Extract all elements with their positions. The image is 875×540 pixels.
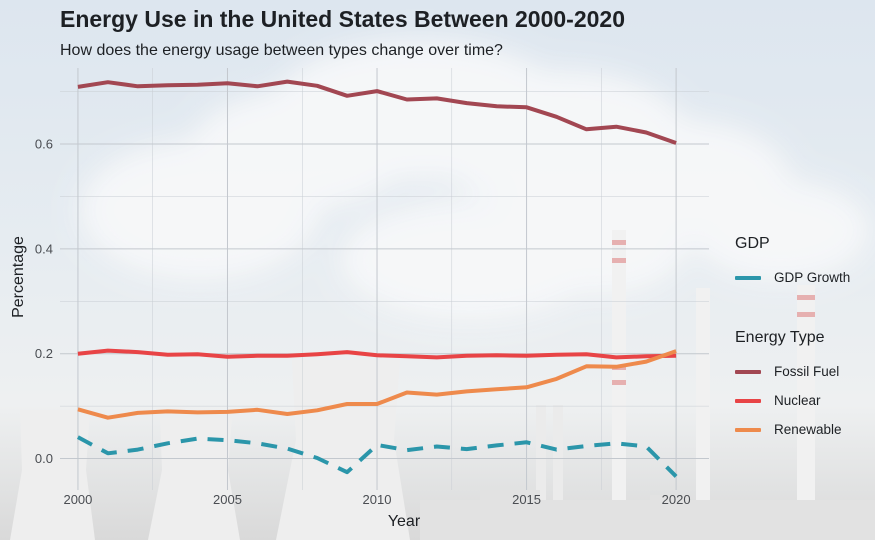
legend-gdp-title: GDP [735, 235, 770, 252]
legend-swatch-fossil-fuel [735, 369, 761, 374]
series-line-gdp-growth [76, 435, 678, 478]
chimneys [536, 230, 815, 540]
x-tick-label: 2000 [63, 492, 92, 507]
legend-swatch-renewable [735, 427, 761, 432]
y-tick-label: 0.4 [35, 241, 53, 256]
y-tick-label: 0.0 [35, 451, 53, 466]
chart-title: Energy Use in the United States Between … [60, 6, 625, 32]
legend-label-nuclear: Nuclear [774, 393, 821, 408]
x-tick-label: 2010 [363, 492, 392, 507]
legend-label-fossil-fuel: Fossil Fuel [774, 364, 840, 379]
legend-energy-type: Energy Type Fossil Fuel Nuclear Renewabl… [735, 329, 842, 444]
legend-item-nuclear: Nuclear [735, 386, 842, 415]
series-line-nuclear [77, 348, 677, 360]
chart-subtitle: How does the energy usage between types … [60, 42, 503, 59]
y-axis-tick-labels: 0.0 0.2 0.4 0.6 [35, 137, 53, 467]
legend-swatch-gdp-growth [735, 275, 761, 280]
series-line-fossil-fuel [77, 79, 677, 145]
x-tick-label: 2015 [512, 492, 541, 507]
legend-item-fossil-fuel: Fossil Fuel [735, 357, 842, 386]
legend-gdp: GDP GDP Growth [735, 235, 850, 292]
series-lines [76, 79, 678, 478]
series-line-renewable [77, 349, 677, 420]
legend-item-gdp-growth: GDP Growth [735, 263, 850, 292]
x-tick-label: 2020 [662, 492, 691, 507]
y-tick-label: 0.6 [35, 137, 53, 152]
legend-label-renewable: Renewable [774, 422, 842, 437]
legend-energy-title: Energy Type [735, 329, 825, 346]
grid [60, 68, 709, 490]
legend-swatch-nuclear [735, 398, 761, 403]
y-axis-label: Percentage [10, 236, 27, 318]
industrial-buildings [420, 490, 875, 540]
x-axis-label: Year [388, 513, 421, 530]
legend-label-gdp-growth: GDP Growth [774, 270, 851, 285]
legend-item-renewable: Renewable [735, 415, 842, 444]
y-tick-label: 0.2 [35, 346, 53, 361]
x-tick-label: 2005 [213, 492, 242, 507]
x-axis-tick-labels: 2000 2005 2010 2015 2020 [63, 492, 690, 507]
